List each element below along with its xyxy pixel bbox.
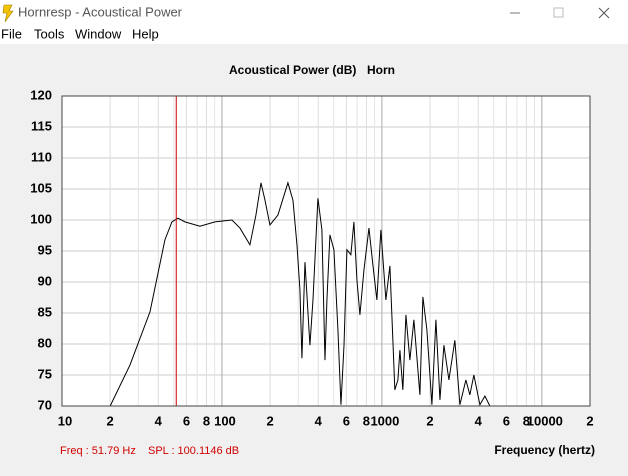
menu-item[interactable]: Help xyxy=(132,26,159,41)
y-tick-label: 90 xyxy=(38,273,52,288)
x-tick-label: 4 xyxy=(315,413,323,428)
y-tick-label: 115 xyxy=(31,118,52,133)
x-tick-label: 2 xyxy=(586,413,593,428)
y-tick-label: 85 xyxy=(38,304,52,319)
app-icon xyxy=(2,4,14,23)
y-tick-label: 80 xyxy=(38,335,52,350)
y-tick-label: 110 xyxy=(31,149,52,164)
spl-readout: SPL : 100.1146 dB xyxy=(148,445,239,457)
window-title: Hornresp - Acoustical Power xyxy=(18,4,183,19)
response-curve xyxy=(109,181,491,407)
x-tick-label: 4 xyxy=(155,413,163,428)
menu-item[interactable]: Window xyxy=(75,26,122,41)
x-tick-label: 10 xyxy=(58,413,72,428)
y-tick-label: 95 xyxy=(38,242,52,257)
plot-frame xyxy=(61,95,591,407)
menu-item[interactable]: File xyxy=(1,26,22,41)
x-tick-label: 2 xyxy=(107,413,114,428)
x-tick-label: 10000 xyxy=(527,413,563,428)
x-tick-label: 2 xyxy=(266,413,273,428)
y-tick-label: 105 xyxy=(30,180,52,195)
y-tick-label: 75 xyxy=(38,366,52,381)
x-tick-label: 6 xyxy=(503,413,510,428)
x-tick-label: 2 xyxy=(426,413,433,428)
y-tick-label: 100 xyxy=(30,211,52,226)
close-button[interactable] xyxy=(598,7,610,19)
x-tick-label: 4 xyxy=(475,413,483,428)
chart-subtitle: Horn xyxy=(367,63,395,77)
y-tick-label: 70 xyxy=(38,397,52,412)
x-tick-label: 1000 xyxy=(370,413,399,428)
y-tick-label: 120 xyxy=(30,87,52,102)
x-tick-label: 8 xyxy=(203,413,210,428)
x-tick-label: 100 xyxy=(214,413,236,428)
x-tick-label: 8 xyxy=(523,413,530,428)
x-axis-label: Frequency (hertz) xyxy=(494,443,595,457)
x-tick-label: 6 xyxy=(183,413,190,428)
menu-bar xyxy=(0,25,628,44)
maximize-button[interactable] xyxy=(553,7,564,18)
menu-item[interactable]: Tools xyxy=(34,26,65,41)
chart-title: Acoustical Power (dB) xyxy=(229,63,356,77)
title-bar xyxy=(0,0,628,25)
x-tick-label: 6 xyxy=(343,413,350,428)
freq-readout: Freq : 51.79 Hz xyxy=(60,445,136,457)
x-tick-label: 8 xyxy=(363,413,370,428)
